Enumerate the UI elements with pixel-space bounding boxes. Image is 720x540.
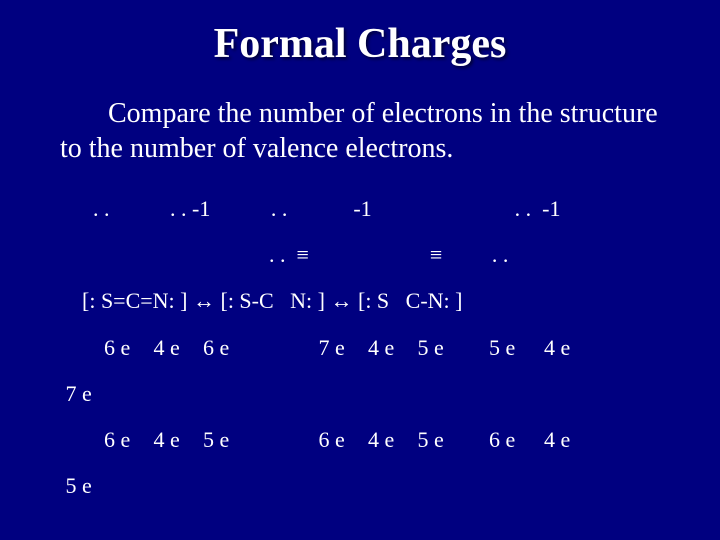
electron-count-row-1: 6 e 4 e 6 e 7 e 4 e 5 e 5 e 4 e: [60, 336, 660, 359]
slide-body: Compare the number of electrons in the s…: [0, 96, 720, 540]
slide: Formal Charges Compare the number of ele…: [0, 0, 720, 540]
slide-title: Formal Charges: [0, 0, 720, 78]
intro-text: Compare the number of electrons in the s…: [60, 96, 660, 166]
lone-pair-dots-row-1: . . . . -1 . . -1 . . -1: [60, 197, 660, 220]
electron-count-row-2: 6 e 4 e 5 e 6 e 4 e 5 e 6 e 4 e: [60, 428, 660, 451]
resonance-formula: [: S=C=N: ] ↔ [: S-C N: ] ↔ [: S C-N: ]: [60, 289, 660, 312]
left-label-1: 7 e: [60, 382, 660, 405]
chemistry-area: . . . . -1 . . -1 . . -1 . . ≡ ≡ . . [: …: [60, 174, 660, 540]
left-label-2: 5 e: [60, 474, 660, 497]
lone-pair-dots-row-2: . . ≡ ≡ . .: [60, 243, 660, 266]
